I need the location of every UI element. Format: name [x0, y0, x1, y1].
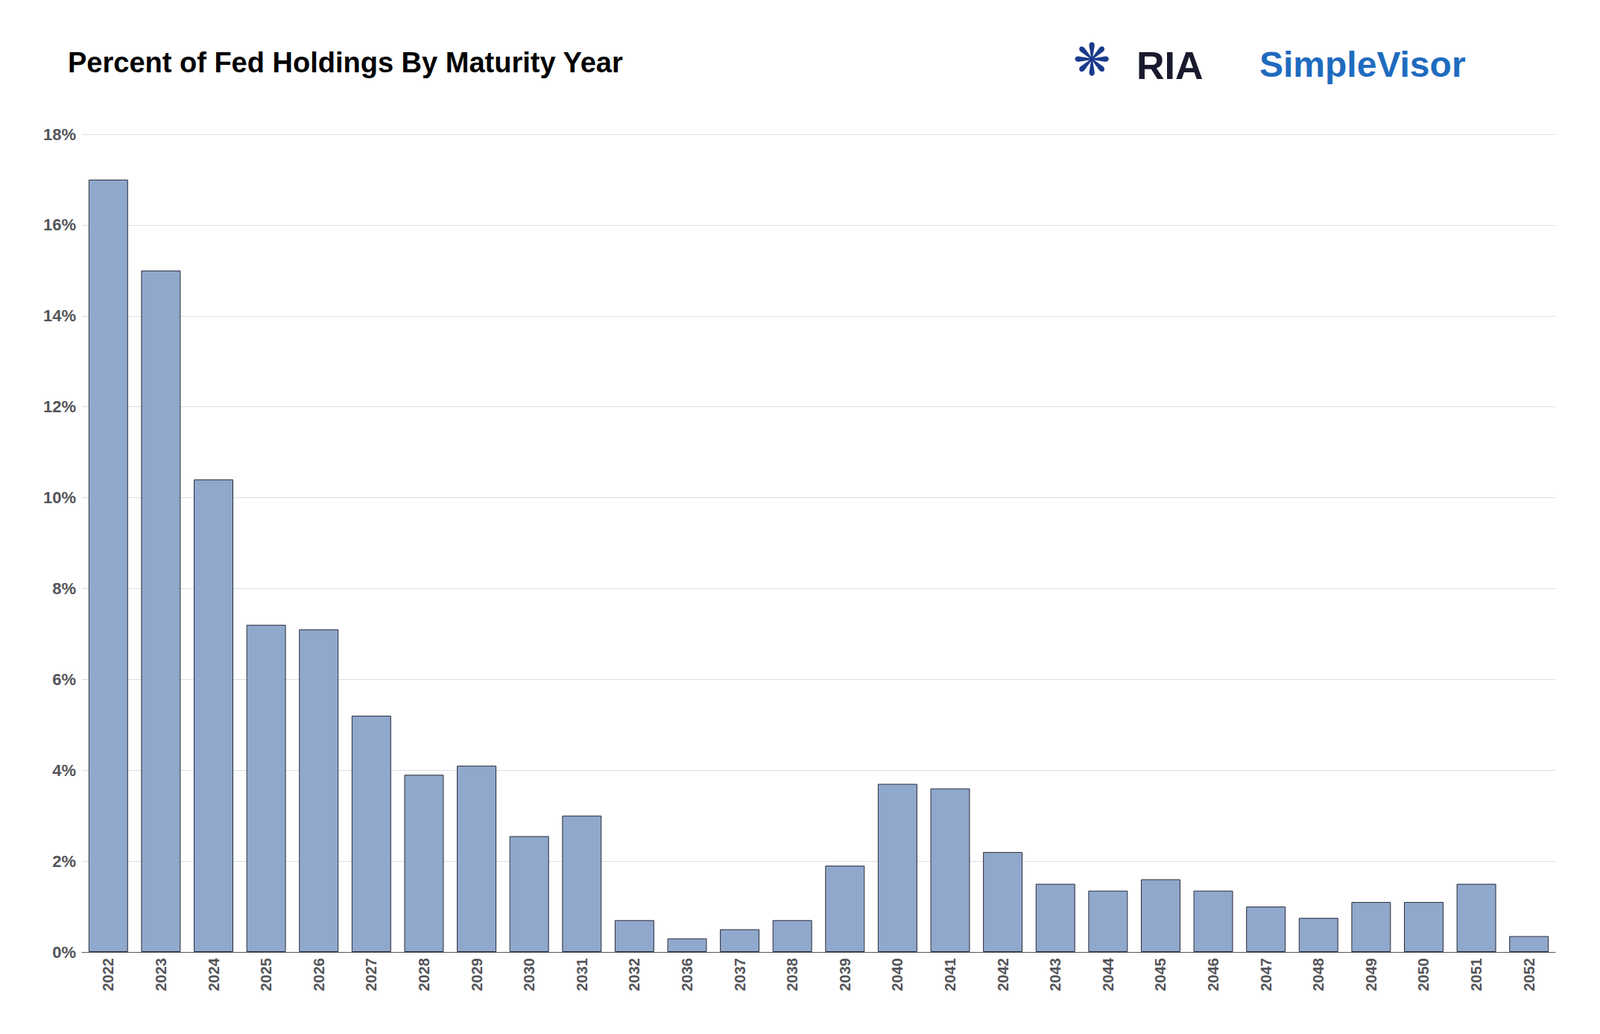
- svg-text:12%: 12%: [43, 397, 77, 416]
- svg-text:10%: 10%: [43, 488, 77, 507]
- svg-text:2042: 2042: [994, 957, 1012, 992]
- svg-text:2022: 2022: [99, 957, 117, 992]
- svg-text:2038: 2038: [783, 957, 801, 992]
- svg-text:6%: 6%: [52, 669, 77, 689]
- svg-text:2049: 2049: [1363, 957, 1380, 992]
- svg-text:14%: 14%: [43, 306, 77, 325]
- svg-text:2045: 2045: [1152, 957, 1169, 992]
- svg-text:2050: 2050: [1415, 957, 1432, 992]
- svg-text:2039: 2039: [836, 957, 854, 992]
- svg-text:4%: 4%: [52, 760, 77, 780]
- svg-text:2026: 2026: [310, 957, 328, 992]
- svg-text:Percent of Fed Holdings By Mat: Percent of Fed Holdings By Maturity Year: [67, 46, 624, 79]
- svg-text:16%: 16%: [43, 215, 77, 235]
- svg-text:2029: 2029: [468, 957, 486, 992]
- svg-text:2052: 2052: [1521, 957, 1538, 992]
- svg-text:2024: 2024: [205, 956, 223, 991]
- svg-text:RIA: RIA: [1136, 43, 1204, 88]
- svg-text:2023: 2023: [152, 957, 170, 992]
- svg-text:0%: 0%: [52, 942, 77, 962]
- svg-text:2025: 2025: [257, 957, 275, 992]
- svg-text:2044: 2044: [1099, 956, 1117, 991]
- svg-text:2030: 2030: [520, 957, 538, 992]
- svg-text:2041: 2041: [941, 957, 959, 992]
- svg-text:2046: 2046: [1205, 957, 1222, 992]
- svg-text:2051: 2051: [1468, 957, 1485, 992]
- svg-text:2028: 2028: [415, 957, 433, 992]
- svg-text:2036: 2036: [678, 957, 696, 992]
- svg-text:2043: 2043: [1047, 957, 1064, 992]
- svg-text:2027: 2027: [362, 957, 380, 992]
- svg-text:2%: 2%: [52, 851, 77, 871]
- svg-text:2048: 2048: [1310, 957, 1327, 992]
- svg-text:2032: 2032: [625, 957, 643, 992]
- svg-text:2040: 2040: [889, 957, 906, 992]
- svg-text:2047: 2047: [1257, 957, 1275, 992]
- svg-text:8%: 8%: [52, 579, 77, 598]
- svg-text:18%: 18%: [43, 125, 77, 144]
- svg-text:2037: 2037: [731, 957, 749, 992]
- svg-text:❋: ❋: [1073, 33, 1111, 86]
- svg-text:2031: 2031: [573, 957, 591, 992]
- svg-text:SimpleVisor: SimpleVisor: [1259, 44, 1466, 85]
